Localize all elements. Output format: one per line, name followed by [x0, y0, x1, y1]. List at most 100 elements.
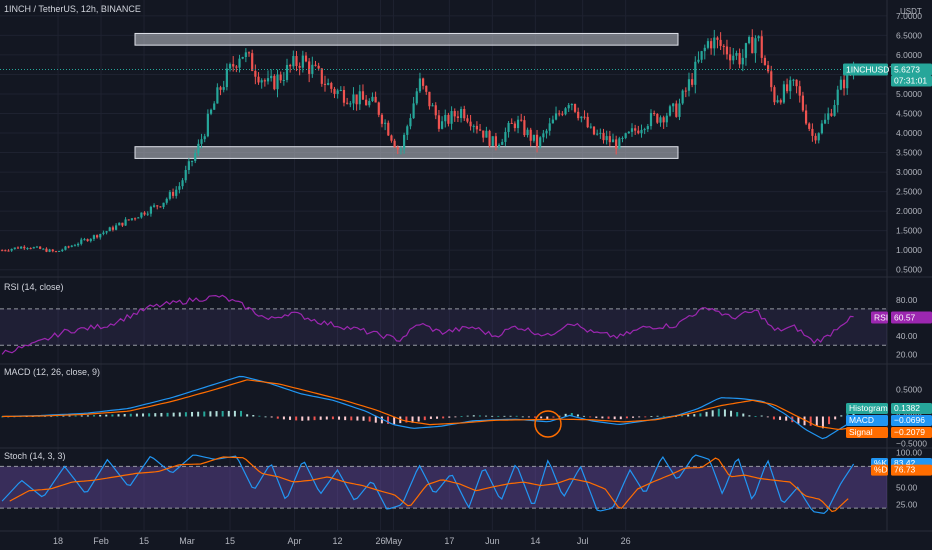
- grid: [0, 0, 887, 530]
- candle-body: [216, 87, 219, 104]
- candle-body: [738, 53, 741, 65]
- candle-body: [282, 79, 285, 81]
- macd-histogram-bar: [503, 415, 506, 417]
- macd-histogram-bar: [209, 411, 212, 417]
- candle-body: [586, 116, 589, 128]
- candle-body: [200, 139, 203, 144]
- macd-histogram-bar: [374, 416, 377, 423]
- zone-0[interactable]: [134, 32, 679, 46]
- candle-body: [238, 58, 241, 68]
- macd-histogram-bar: [191, 411, 194, 417]
- price-tick-label: 4.0000: [896, 128, 922, 138]
- time-axis[interactable]: 18 Feb 15 Mar 15 Apr 12 26 May 17 Jun 14 Jul 26: [53, 536, 631, 546]
- candle-body: [554, 113, 558, 120]
- candle-body: [713, 37, 716, 49]
- macd-histogram-bar: [331, 416, 334, 420]
- macd-histogram-bar: [687, 414, 690, 417]
- candle-body: [447, 114, 450, 124]
- candle-body: [665, 115, 668, 123]
- candle-body: [171, 192, 175, 196]
- candle-body: [175, 189, 178, 196]
- candle-body: [181, 180, 184, 187]
- candle-body: [415, 91, 418, 104]
- candle-body: [213, 103, 216, 110]
- time-tick-label: Apr: [288, 536, 302, 546]
- macd-histogram-bar: [362, 416, 365, 421]
- rsi-title: RSI (14, close): [4, 282, 64, 292]
- candle-body: [722, 45, 725, 47]
- candle-body: [13, 247, 16, 249]
- price-tick-label: 6.0000: [896, 50, 922, 60]
- candle-body: [611, 139, 615, 143]
- rsi-tick-label: 80.00: [896, 295, 918, 305]
- support-resistance-zones[interactable]: [134, 32, 679, 159]
- macd-histogram-bar: [276, 416, 279, 419]
- candle-body: [406, 126, 409, 135]
- macd-macd-value-badge: −0.0696: [894, 415, 925, 425]
- candle-body: [118, 222, 121, 226]
- macd-histogram-bar: [178, 412, 181, 417]
- macd-histogram-bar: [307, 416, 310, 421]
- candle-body: [539, 137, 542, 147]
- macd-histogram-bar: [252, 415, 255, 417]
- last-price-badge-bg: [891, 63, 932, 76]
- candle-body: [20, 246, 23, 249]
- candle-body: [697, 59, 700, 62]
- macd-histogram-bar: [417, 416, 420, 422]
- candle-body: [387, 122, 390, 136]
- rsi-name-badge: RSI: [874, 312, 888, 322]
- macd-histogram-bar: [772, 416, 775, 420]
- candle-body: [380, 114, 384, 124]
- candle-body: [763, 57, 767, 66]
- candle-body: [308, 61, 311, 74]
- price-tick-label: 0.5000: [896, 265, 922, 275]
- candle-body: [48, 249, 51, 252]
- candle-body: [143, 212, 146, 215]
- candle-body: [630, 128, 634, 132]
- candle-body: [409, 118, 412, 127]
- macd-histogram-bar: [607, 416, 610, 419]
- candle-body: [646, 126, 649, 130]
- candle-body: [823, 119, 827, 124]
- macd-histogram-bar: [736, 412, 739, 417]
- candle-body: [776, 100, 779, 103]
- candle-body: [602, 132, 605, 141]
- macd-histogram-bar: [472, 415, 475, 417]
- candle-body: [501, 141, 504, 145]
- candle-body: [513, 123, 516, 129]
- candle-body: [820, 123, 823, 134]
- candle-body: [184, 170, 187, 181]
- candle-body: [16, 247, 20, 249]
- candle-body: [814, 135, 817, 141]
- stoch-d-value-badge: 76.73: [894, 465, 916, 475]
- candle-body: [691, 79, 694, 85]
- macd-histogram-bar: [711, 410, 714, 417]
- candle-body: [83, 239, 86, 241]
- candle-body: [567, 105, 570, 109]
- candle-body: [431, 105, 434, 107]
- candle-body: [330, 83, 333, 89]
- candle-body: [114, 225, 118, 230]
- candle-body: [149, 206, 153, 214]
- candle-body: [523, 120, 526, 136]
- zone-1[interactable]: [134, 146, 679, 159]
- macd-histogram-bar: [779, 416, 782, 420]
- last-price-badge: 5.6273: [894, 64, 920, 74]
- candle-body: [694, 61, 697, 85]
- candle-body: [352, 94, 355, 104]
- macd-tick-label: −0.5000: [896, 439, 927, 449]
- macd-histogram-bar: [515, 415, 518, 417]
- macd-histogram-bar: [423, 416, 426, 421]
- rsi-tick-label: 20.00: [896, 349, 918, 359]
- stoch-d-value-badge-bg: [891, 464, 932, 476]
- time-tick-label: 26: [621, 536, 631, 546]
- macd-histogram-bar: [86, 415, 89, 417]
- macd-histogram-bar: [681, 415, 684, 417]
- candle-body: [668, 106, 672, 116]
- candle-body: [187, 161, 190, 171]
- macd-histogram-bar: [803, 416, 806, 426]
- candle-body: [478, 129, 482, 131]
- macd-histogram-bar: [68, 415, 71, 417]
